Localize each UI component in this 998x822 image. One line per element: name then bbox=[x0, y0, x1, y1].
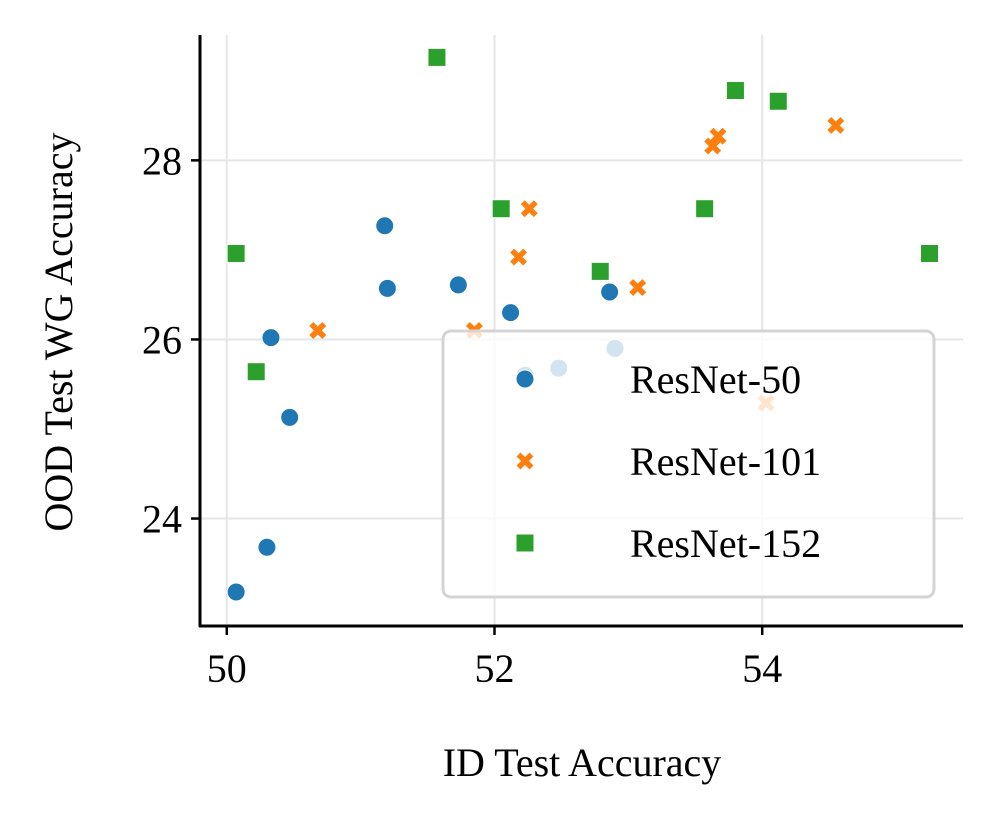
data-point bbox=[375, 216, 395, 236]
legend: ResNet-50 ResNet-101 ResNet-152 bbox=[441, 329, 936, 599]
data-point bbox=[725, 81, 745, 101]
data-point bbox=[309, 322, 327, 339]
data-point bbox=[520, 200, 538, 218]
y-axis-label: OOD Test WG Accuracy bbox=[36, 133, 81, 532]
data-point bbox=[257, 537, 277, 557]
y-tick-label: 26 bbox=[142, 317, 182, 362]
legend-item: ResNet-101 bbox=[516, 439, 821, 484]
axes bbox=[198, 35, 963, 628]
data-point bbox=[704, 137, 722, 155]
data-point bbox=[246, 362, 266, 382]
data-point bbox=[510, 248, 528, 266]
legend-item: ResNet-152 bbox=[515, 521, 821, 566]
legend-box bbox=[441, 329, 936, 599]
x-tick-label: 52 bbox=[474, 646, 514, 691]
x-tick-label: 50 bbox=[207, 646, 247, 691]
data-point bbox=[695, 199, 715, 219]
data-point bbox=[491, 199, 511, 219]
data-point bbox=[501, 303, 521, 323]
data-point bbox=[768, 91, 788, 111]
legend-label: ResNet-152 bbox=[630, 521, 821, 566]
legend-label: ResNet-50 bbox=[630, 357, 801, 402]
legend-item: ResNet-50 bbox=[515, 357, 801, 402]
data-point bbox=[226, 243, 246, 263]
data-point bbox=[427, 47, 447, 67]
data-point bbox=[280, 407, 300, 427]
legend-marker bbox=[515, 369, 535, 389]
x-axis-label: ID Test Accuracy bbox=[443, 740, 722, 785]
y-tick-label: 24 bbox=[142, 497, 182, 542]
ticks: 50 52 54 24 26 28 bbox=[142, 138, 782, 691]
data-point bbox=[629, 279, 647, 296]
data-point bbox=[600, 282, 620, 302]
data-point bbox=[709, 127, 727, 145]
data-point bbox=[377, 278, 397, 298]
data-point bbox=[827, 116, 845, 134]
data-point bbox=[261, 328, 281, 348]
x-tick-label: 54 bbox=[742, 646, 782, 691]
legend-marker bbox=[516, 452, 534, 470]
data-point bbox=[448, 275, 468, 295]
data-point bbox=[590, 261, 610, 281]
series-resnet-152 bbox=[226, 47, 940, 382]
y-tick-label: 28 bbox=[142, 138, 182, 183]
legend-label: ResNet-101 bbox=[630, 439, 821, 484]
data-point bbox=[920, 243, 940, 263]
legend-marker bbox=[515, 533, 535, 553]
data-point bbox=[226, 582, 246, 602]
